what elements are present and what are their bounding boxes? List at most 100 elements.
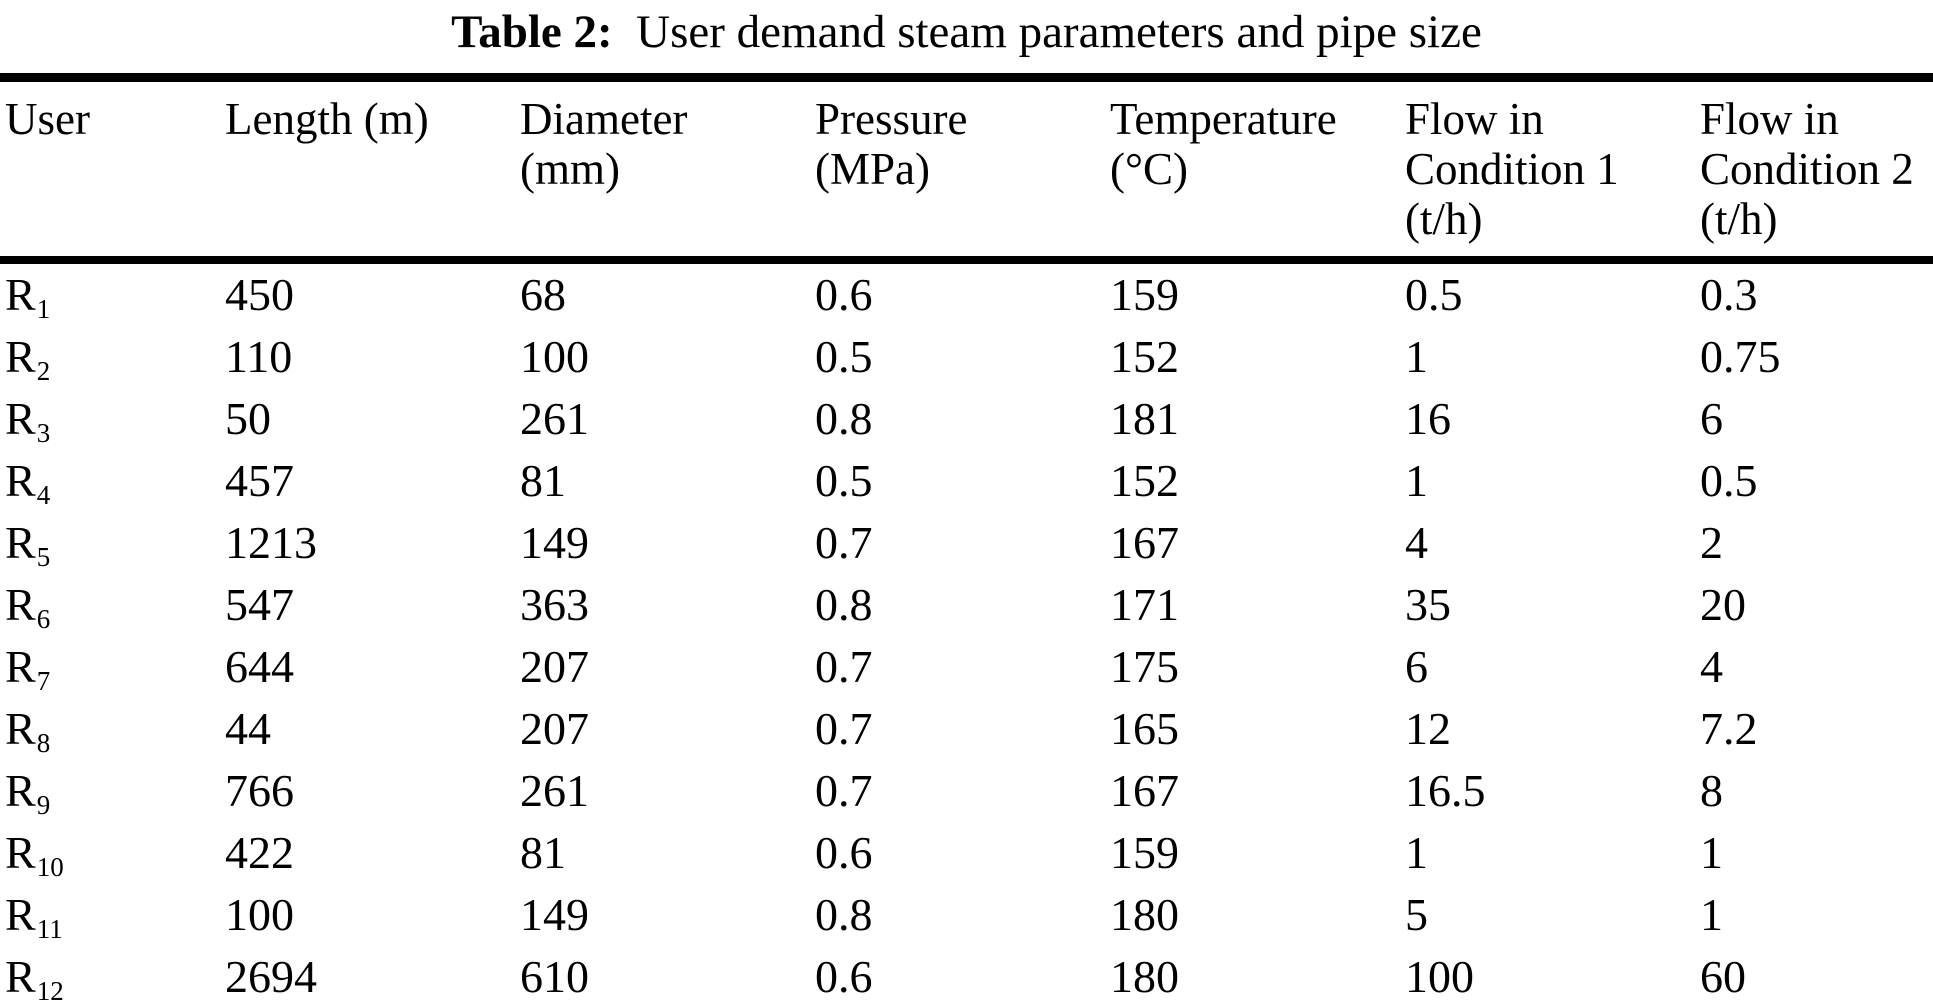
cell-temperature: 181 — [1110, 393, 1179, 444]
user-id-subscript: 12 — [36, 975, 64, 1006]
col-header-flow2: Flow in Condition 2 (t/h) — [1700, 77, 1933, 264]
col-header-flow2-line2: Condition 2 — [1700, 144, 1914, 194]
user-id: R — [5, 393, 36, 444]
user-id: R — [5, 455, 36, 506]
cell-length: 422 — [225, 827, 294, 878]
col-header-pressure-line2: (MPa) — [815, 144, 930, 194]
user-id-subscript: 10 — [36, 851, 64, 882]
cell-flow2: 1 — [1700, 889, 1723, 940]
cell-user: R6 — [0, 574, 225, 636]
table-header-row: User Length (m) Diameter (mm) Pressure (… — [0, 77, 1933, 264]
user-id: R — [5, 827, 36, 878]
cell-diameter: 100 — [520, 331, 589, 382]
cell-pressure: 0.7 — [815, 765, 873, 816]
user-id-subscript: 2 — [36, 355, 51, 386]
user-id-subscript: 3 — [36, 417, 51, 448]
col-header-temperature-line1: Temperature — [1110, 94, 1337, 144]
cell-user: R5 — [0, 512, 225, 574]
cell-diameter: 81 — [520, 827, 566, 878]
cell-length: 100 — [225, 889, 294, 940]
user-id: R — [5, 579, 36, 630]
cell-user: R10 — [0, 822, 225, 884]
cell-user: R7 — [0, 636, 225, 698]
cell-flow2: 1 — [1700, 827, 1723, 878]
col-header-diameter-line1: Diameter — [520, 94, 688, 144]
cell-flow1: 1 — [1405, 455, 1428, 506]
user-id-subscript: 11 — [36, 913, 63, 944]
col-header-pressure: Pressure (MPa) — [815, 77, 1110, 264]
cell-diameter: 610 — [520, 951, 589, 1002]
user-id: R — [5, 889, 36, 940]
col-header-flow2-line1: Flow in — [1700, 94, 1839, 144]
cell-temperature: 180 — [1110, 889, 1179, 940]
cell-diameter: 207 — [520, 703, 589, 754]
user-id: R — [5, 703, 36, 754]
cell-pressure: 0.7 — [815, 641, 873, 692]
table-row: R12 2694 610 0.6 180 100 60 — [0, 946, 1933, 1008]
col-header-flow1-line1: Flow in — [1405, 94, 1544, 144]
cell-diameter: 261 — [520, 393, 589, 444]
table-body: R1 450 68 0.6 159 0.5 0.3 R2 110 100 0.5… — [0, 260, 1933, 1008]
col-header-diameter: Diameter (mm) — [520, 77, 815, 264]
cell-user: R11 — [0, 884, 225, 946]
table-caption-label: Table 2: — [451, 6, 613, 58]
cell-temperature: 152 — [1110, 455, 1179, 506]
cell-pressure: 0.8 — [815, 579, 873, 630]
cell-flow1: 100 — [1405, 951, 1474, 1002]
col-header-length-line1: Length (m) — [225, 94, 429, 144]
table-row: R5 1213 149 0.7 167 4 2 — [0, 512, 1933, 574]
user-id: R — [5, 641, 36, 692]
col-header-flow1-line2: Condition 1 — [1405, 144, 1619, 194]
cell-length: 50 — [225, 393, 271, 444]
col-header-user: User — [0, 77, 225, 264]
cell-flow2: 0.5 — [1700, 455, 1758, 506]
col-header-temperature: Temperature (°C) — [1110, 77, 1405, 264]
table-row: R6 547 363 0.8 171 35 20 — [0, 574, 1933, 636]
user-id: R — [5, 951, 36, 1002]
cell-flow2: 6 — [1700, 393, 1723, 444]
col-header-user-line1: User — [5, 94, 90, 144]
cell-pressure: 0.8 — [815, 889, 873, 940]
table-row: R9 766 261 0.7 167 16.5 8 — [0, 760, 1933, 822]
table-header: User Length (m) Diameter (mm) Pressure (… — [0, 77, 1933, 264]
cell-user: R4 — [0, 450, 225, 512]
cell-diameter: 261 — [520, 765, 589, 816]
user-id-subscript: 9 — [36, 789, 51, 820]
cell-diameter: 149 — [520, 517, 589, 568]
cell-diameter: 363 — [520, 579, 589, 630]
cell-flow1: 4 — [1405, 517, 1428, 568]
cell-flow1: 6 — [1405, 641, 1428, 692]
cell-temperature: 167 — [1110, 517, 1179, 568]
cell-user: R2 — [0, 326, 225, 388]
cell-temperature: 175 — [1110, 641, 1179, 692]
user-id: R — [5, 331, 36, 382]
cell-pressure: 0.6 — [815, 269, 873, 320]
user-id: R — [5, 517, 36, 568]
cell-pressure: 0.7 — [815, 703, 873, 754]
user-id-subscript: 7 — [36, 665, 51, 696]
cell-flow2: 4 — [1700, 641, 1723, 692]
cell-temperature: 159 — [1110, 827, 1179, 878]
cell-flow1: 35 — [1405, 579, 1451, 630]
cell-flow2: 0.75 — [1700, 331, 1781, 382]
table-row: R4 457 81 0.5 152 1 0.5 — [0, 450, 1933, 512]
cell-pressure: 0.6 — [815, 827, 873, 878]
user-id: R — [5, 269, 36, 320]
cell-diameter: 81 — [520, 455, 566, 506]
col-header-flow2-line3: (t/h) — [1700, 194, 1778, 244]
user-demand-table: User Length (m) Diameter (mm) Pressure (… — [0, 73, 1933, 1008]
cell-user: R1 — [0, 260, 225, 326]
table-row: R7 644 207 0.7 175 6 4 — [0, 636, 1933, 698]
cell-temperature: 167 — [1110, 765, 1179, 816]
table-row: R10 422 81 0.6 159 1 1 — [0, 822, 1933, 884]
col-header-temperature-line2: (°C) — [1110, 144, 1188, 194]
cell-flow1: 16.5 — [1405, 765, 1486, 816]
user-id-subscript: 6 — [36, 603, 51, 634]
cell-flow2: 60 — [1700, 951, 1746, 1002]
user-id-subscript: 5 — [36, 541, 51, 572]
cell-length: 547 — [225, 579, 294, 630]
cell-flow2: 0.3 — [1700, 269, 1758, 320]
cell-flow1: 16 — [1405, 393, 1451, 444]
cell-flow2: 8 — [1700, 765, 1723, 816]
cell-user: R9 — [0, 760, 225, 822]
